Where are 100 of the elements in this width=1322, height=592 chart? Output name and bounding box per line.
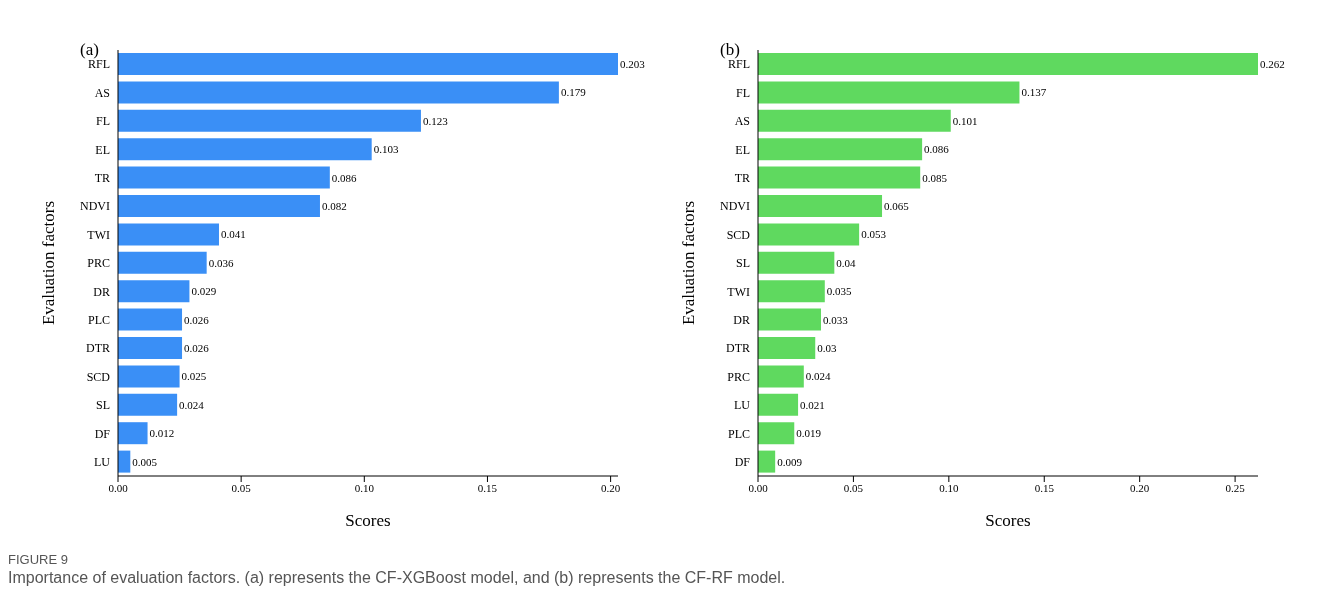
x-tick-label: 0.05 [231,481,252,494]
x-tick-label: 0.20 [1130,481,1150,494]
data-label: 0.203 [620,57,646,70]
bar [118,365,180,388]
bar [118,280,190,303]
y-tick-label: PRC [727,369,750,384]
bar [758,166,921,189]
y-tick-label: DR [93,284,110,299]
bar [118,195,320,217]
y-tick-label: DF [94,426,111,441]
x-tick-label: 0.10 [939,481,959,494]
y-tick-label: EL [95,142,110,157]
bar [758,109,951,132]
data-label: 0.024 [179,398,205,411]
data-label: 0.033 [822,313,849,326]
data-label: 0.036 [208,256,234,269]
data-label: 0.262 [1260,57,1285,70]
data-label: 0.137 [1021,86,1047,99]
data-label: 0.025 [181,370,207,383]
data-label: 0.103 [373,143,399,156]
y-tick-label: PLC [727,426,750,441]
y-tick-label: DTR [86,341,110,356]
bar [118,422,148,445]
data-label: 0.021 [800,398,825,411]
bar [118,308,183,331]
bar [758,393,799,416]
data-label: 0.086 [924,143,950,156]
data-label: 0.035 [826,285,853,298]
data-label: 0.012 [149,427,175,440]
bar [758,450,776,473]
data-label: 0.009 [777,455,803,468]
y-tick-label: AS [734,114,750,129]
data-label: 0.026 [184,341,210,354]
x-tick-label: 0.25 [1225,481,1246,494]
data-label: 0.029 [191,285,217,298]
y-tick-label: NDVI [80,199,110,214]
data-label: 0.123 [422,114,449,127]
data-label: 0.024 [805,370,832,383]
bar [118,337,183,359]
y-tick-label: AS [94,85,110,100]
bar [118,393,178,416]
chart-title: (a) [80,40,99,60]
data-label: 0.101 [952,114,978,127]
y-tick-label: TWI [727,284,750,299]
bar [118,166,330,189]
bar [118,81,559,104]
bar [758,81,1020,104]
data-label: 0.03 [817,341,837,354]
x-axis-title: Scores [345,511,391,530]
data-label: 0.019 [796,427,822,440]
y-tick-label: LU [94,455,111,470]
y-tick-label: RFL [87,57,110,72]
data-label: 0.085 [922,171,948,184]
data-label: 0.179 [560,86,587,99]
y-tick-label: FL [735,85,750,100]
y-tick-label: PRC [87,256,110,271]
y-tick-label: SL [95,398,110,413]
y-axis-title: Evaluation factors [39,200,59,326]
data-label: 0.005 [132,455,158,468]
bar [758,280,825,303]
bar [118,138,372,161]
y-tick-label: TR [94,171,110,186]
caption: FIGURE 9 [8,552,69,567]
y-tick-label: FL [95,114,110,129]
bar [758,195,883,217]
data-label: 0.053 [861,228,887,241]
bar [758,308,821,331]
x-tick-label: 0.15 [477,481,498,494]
bar [758,138,923,161]
y-tick-label: RFL [727,57,750,72]
x-tick-label: 0.20 [600,481,621,494]
bar [118,109,421,132]
y-tick-label: SCD [726,227,751,242]
data-label: 0.082 [321,199,347,212]
y-tick-label: TR [734,171,750,186]
data-label: 0.086 [331,171,358,184]
bar [758,337,816,359]
x-tick-label: 0.05 [843,481,864,494]
y-tick-label: TWI [87,227,110,242]
bar [758,365,804,388]
bar [118,53,618,75]
x-tick-label: 0.00 [748,481,769,494]
data-label: 0.041 [220,228,246,241]
bar [118,223,219,246]
bar [758,422,795,445]
y-tick-label: DF [734,455,751,470]
bar [758,251,835,274]
y-axis-title: Evaluation factors [679,200,699,326]
y-tick-label: LU [734,398,751,413]
data-label: 0.026 [184,313,210,326]
x-tick-label: 0.15 [1034,481,1055,494]
data-label: 0.04 [836,256,857,269]
bar [758,53,1258,75]
chart-title: (b) [720,40,740,60]
y-tick-label: DR [733,313,750,328]
y-tick-label: DTR [726,341,750,356]
data-label: 0.065 [884,199,910,212]
y-tick-label: EL [735,142,750,157]
y-tick-label: NDVI [720,199,750,214]
y-tick-label: SCD [86,369,111,384]
